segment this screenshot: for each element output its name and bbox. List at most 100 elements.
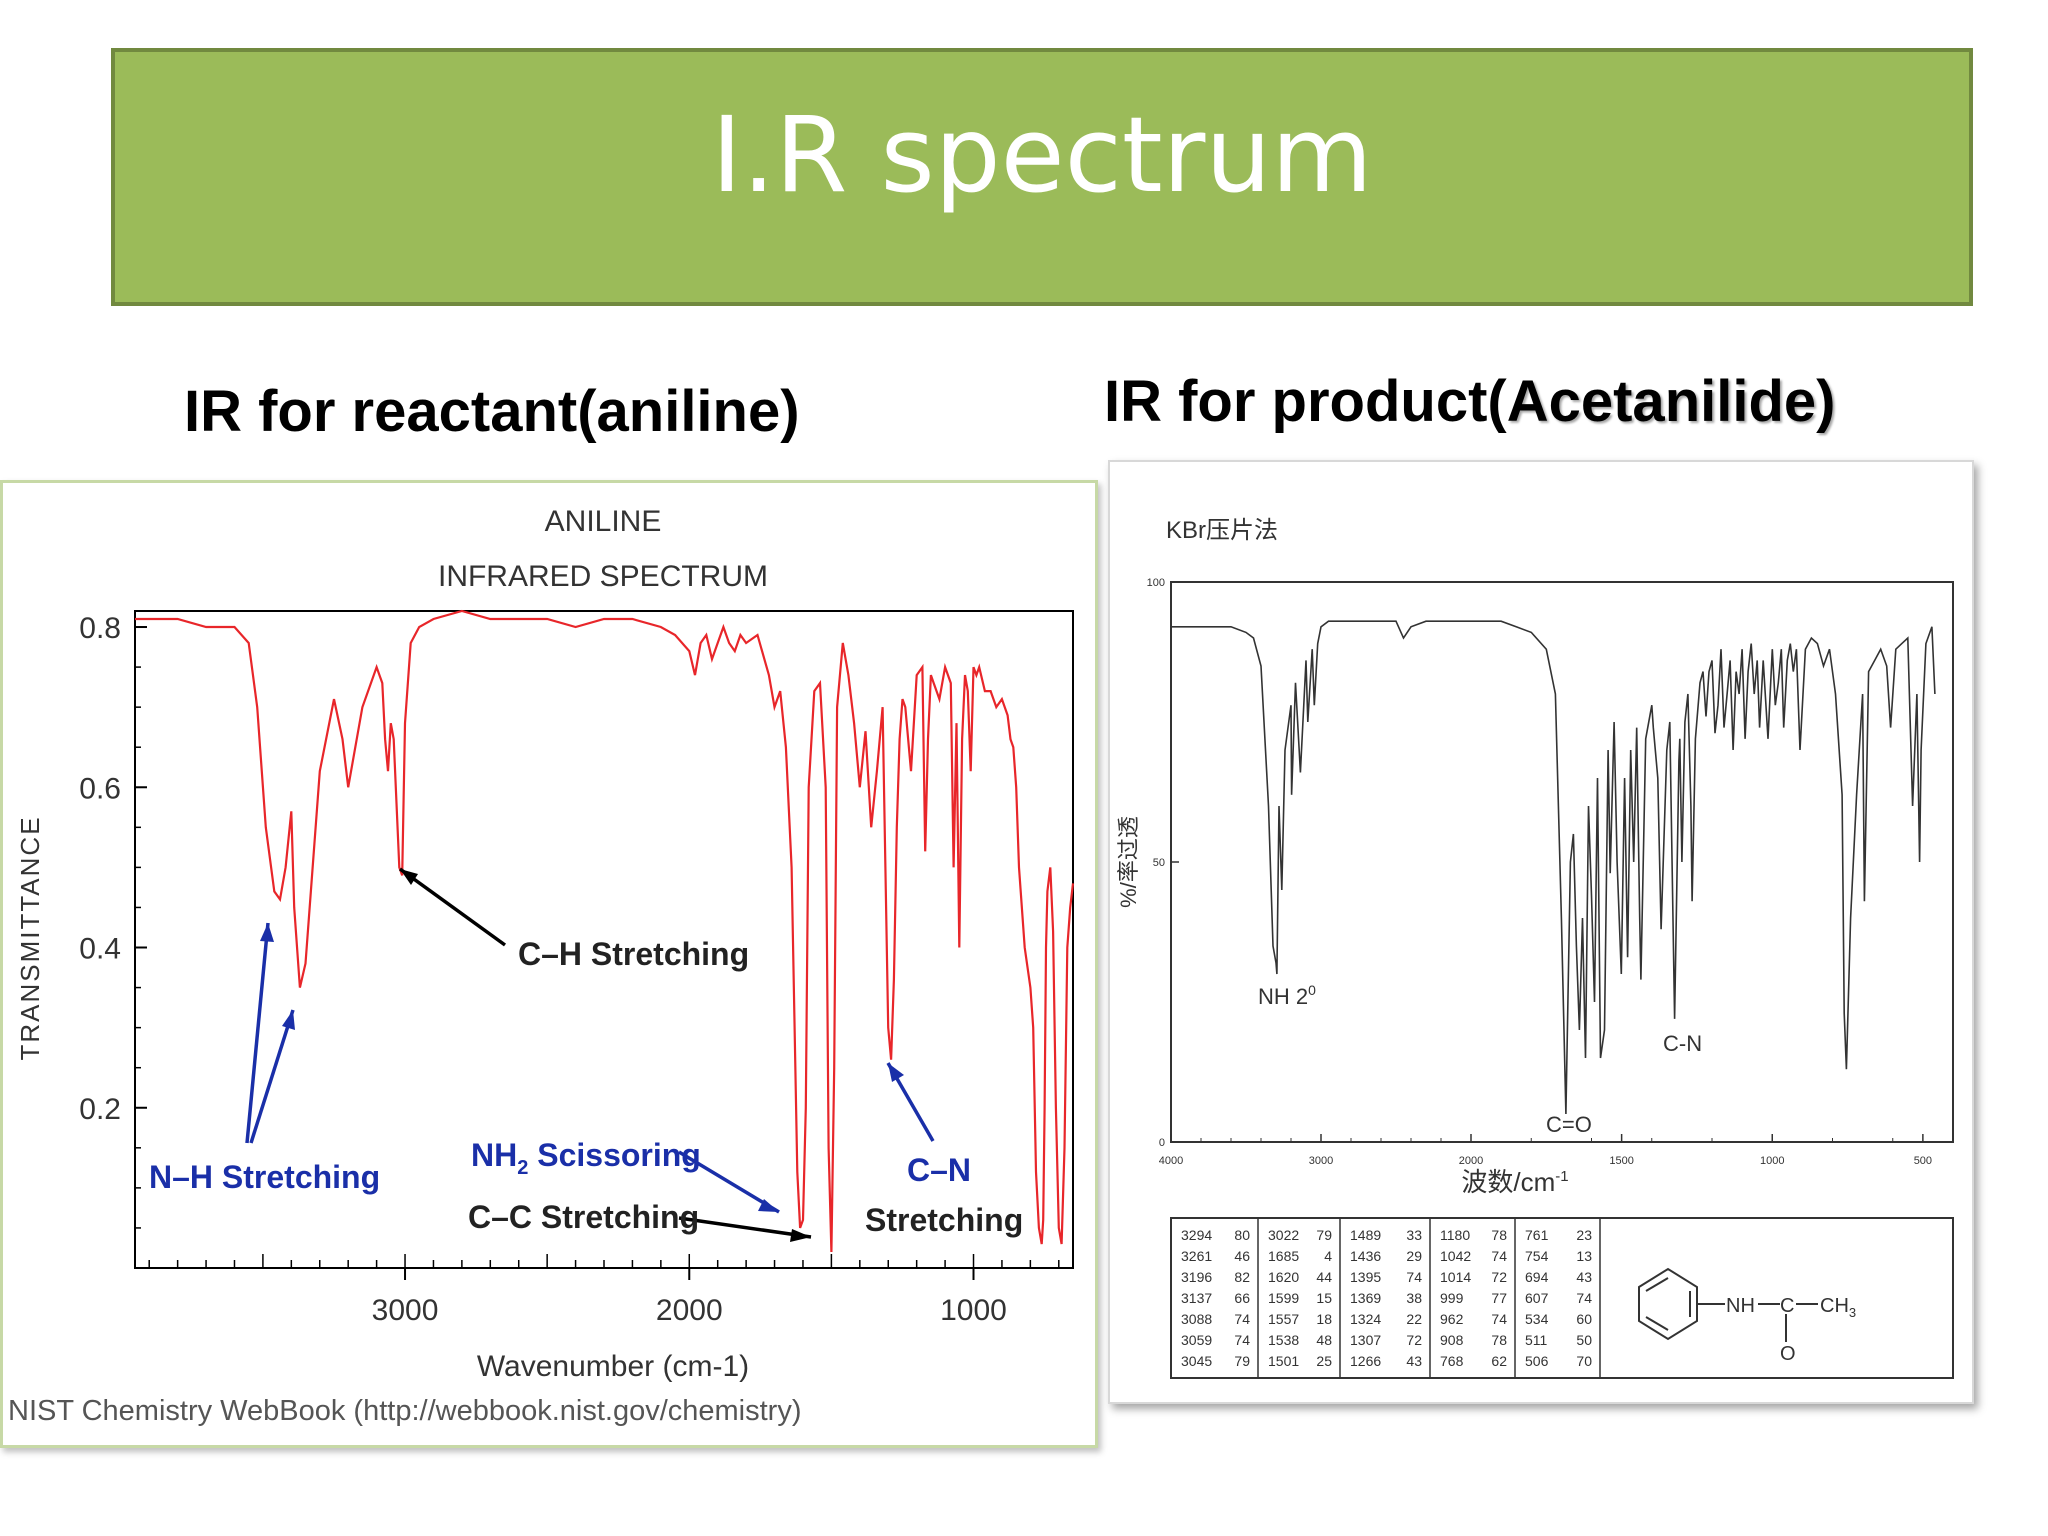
- peak-wavenumber: 3196: [1181, 1269, 1212, 1285]
- aniline-chart-panel: ANILINE INFRARED SPECTRUM TRANSMITTANCE …: [0, 480, 1098, 1448]
- nh2-arrow-head: [758, 1199, 779, 1212]
- peak-wavenumber: 999: [1440, 1290, 1464, 1306]
- peak-wavenumber: 1620: [1268, 1269, 1299, 1285]
- peak-wavenumber: 768: [1440, 1353, 1464, 1369]
- aniline-spectrum-line: [135, 609, 1075, 1253]
- peak-intensity: 43: [1406, 1353, 1422, 1369]
- peak-intensity: 29: [1406, 1248, 1422, 1264]
- peak-wavenumber: 1599: [1268, 1290, 1299, 1306]
- cn-peak-label: C-N: [1663, 1031, 1702, 1056]
- peak-intensity: 78: [1491, 1332, 1507, 1348]
- left-heading: IR for reactant(aniline): [184, 379, 800, 444]
- peak-wavenumber: 1324: [1350, 1311, 1381, 1327]
- peak-intensity: 62: [1491, 1353, 1507, 1369]
- aniline-y-tick-label: 0.6: [79, 772, 121, 805]
- peak-wavenumber: 1266: [1350, 1353, 1381, 1369]
- right-heading: IR for product(Acetanilide): [1104, 368, 1835, 435]
- aniline-x-tick-label: 1000: [940, 1294, 1007, 1327]
- aniline-annotations: N–H Stretching C–H Stretching NH2 Scisso…: [149, 867, 1023, 1242]
- acetanilide-x-tick-label: 4000: [1159, 1155, 1183, 1167]
- aniline-chart: ANILINE INFRARED SPECTRUM TRANSMITTANCE …: [8, 505, 1075, 1427]
- acetanilide-x-tick-label: 1000: [1760, 1155, 1784, 1167]
- structure-o: O: [1780, 1343, 1796, 1365]
- structure-nh: NH: [1726, 1295, 1755, 1317]
- peak-wavenumber: 534: [1525, 1311, 1549, 1327]
- peak-wavenumber: 3261: [1181, 1248, 1212, 1264]
- cn-stretching-label: Stretching: [865, 1202, 1023, 1238]
- peak-intensity: 72: [1406, 1332, 1422, 1348]
- peak-intensity: 79: [1316, 1227, 1332, 1243]
- peak-wavenumber: 1538: [1268, 1332, 1299, 1348]
- peak-intensity: 79: [1234, 1353, 1250, 1369]
- acetanilide-structure: [1638, 1267, 1818, 1342]
- nh2-scissoring-label: NH2 Scissoring: [471, 1137, 701, 1179]
- peak-wavenumber: 506: [1525, 1353, 1549, 1369]
- kbr-header: KBr压片法: [1166, 517, 1278, 544]
- structure-c: C: [1780, 1295, 1794, 1317]
- peak-intensity: 50: [1576, 1332, 1592, 1348]
- peak-intensity: 72: [1491, 1269, 1507, 1285]
- cc-arrow-head: [790, 1229, 811, 1242]
- peak-wavenumber: 1307: [1350, 1332, 1381, 1348]
- structure-ch3: CH3: [1820, 1295, 1856, 1320]
- aniline-x-tick-label: 3000: [372, 1294, 439, 1327]
- peak-wavenumber: 3022: [1268, 1227, 1299, 1243]
- aniline-y-tick-label: 0.4: [79, 933, 121, 966]
- peak-wavenumber: 511: [1525, 1332, 1548, 1348]
- nh-arrow-2: [249, 1009, 295, 1144]
- peak-intensity: 23: [1576, 1227, 1592, 1243]
- acetanilide-x-tick-label: 500: [1914, 1155, 1932, 1167]
- acetanilide-x-tick-label: 3000: [1309, 1155, 1333, 1167]
- ring-double-bond-1: [1645, 1277, 1669, 1292]
- peak-table-frame: [1170, 1217, 1954, 1379]
- peak-intensity: 77: [1491, 1290, 1507, 1306]
- peak-wavenumber: 607: [1525, 1290, 1549, 1306]
- peak-intensity: 15: [1316, 1290, 1332, 1306]
- peak-wavenumber: 754: [1525, 1248, 1549, 1264]
- peak-intensity: 74: [1234, 1311, 1250, 1327]
- peak-intensity: 46: [1234, 1248, 1250, 1264]
- peak-wavenumber: 3137: [1181, 1290, 1212, 1306]
- acetanilide-y-tick-label: 50: [1153, 857, 1165, 869]
- peak-table: 3294 80 3261 46 3196 82 3137 66 3088 74 3059 74 3045…: [1181, 1218, 1601, 1378]
- peak-wavenumber: 1436: [1350, 1248, 1381, 1264]
- ch-arrow: [398, 867, 507, 947]
- peak-intensity: 66: [1234, 1290, 1250, 1306]
- slide-title: I.R spectrum: [711, 94, 1373, 216]
- right-heading-prefix: IR for product(: [1104, 369, 1507, 434]
- aniline-y-tick-label: 0.2: [79, 1093, 121, 1126]
- peak-intensity: 4: [1324, 1248, 1332, 1264]
- peak-wavenumber: 3088: [1181, 1311, 1212, 1327]
- acetanilide-y-tick-label: 0: [1159, 1137, 1165, 1149]
- acetanilide-chart: KBr压片法 %/率过透 4000 3000 2000 1500 1000 5001005…: [1116, 517, 1954, 1379]
- peak-intensity: 44: [1316, 1269, 1332, 1285]
- aniline-y-label: TRANSMITTANCE: [15, 815, 45, 1060]
- peak-intensity: 74: [1576, 1290, 1592, 1306]
- nh-arrow-2-head: [282, 1010, 295, 1030]
- aniline-x-label: Wavenumber (cm-1): [477, 1350, 749, 1383]
- peak-intensity: 33: [1406, 1227, 1422, 1243]
- aniline-y-tick-label: 0.8: [79, 612, 121, 645]
- peak-wavenumber: 1014: [1440, 1269, 1471, 1285]
- peak-intensity: 25: [1316, 1353, 1332, 1369]
- peak-intensity: 80: [1234, 1227, 1250, 1243]
- acetanilide-plot-frame: [1170, 581, 1954, 1143]
- cn-arrow-head: [888, 1063, 904, 1082]
- nh2-arrow: [678, 1150, 780, 1214]
- benzene-ring: [1638, 1267, 1698, 1341]
- aniline-chart-subtitle: INFRARED SPECTRUM: [438, 560, 768, 593]
- co-peak-label: C=O: [1546, 1112, 1592, 1137]
- right-heading-emph: Acetanilide): [1506, 369, 1836, 434]
- peak-wavenumber: 1501: [1268, 1353, 1299, 1369]
- cn-label: C–N: [907, 1152, 971, 1188]
- peak-wavenumber: 761: [1525, 1227, 1549, 1243]
- ch-arrow-head: [400, 869, 418, 885]
- peak-wavenumber: 908: [1440, 1332, 1464, 1348]
- peak-wavenumber: 1557: [1268, 1311, 1299, 1327]
- ch-stretching-label: C–H Stretching: [518, 936, 749, 972]
- peak-wavenumber: 1489: [1350, 1227, 1381, 1243]
- aniline-chart-title: ANILINE: [545, 505, 662, 538]
- ring-double-bond-3: [1645, 1316, 1669, 1331]
- peak-wavenumber: 1369: [1350, 1290, 1381, 1306]
- peak-intensity: 74: [1234, 1332, 1250, 1348]
